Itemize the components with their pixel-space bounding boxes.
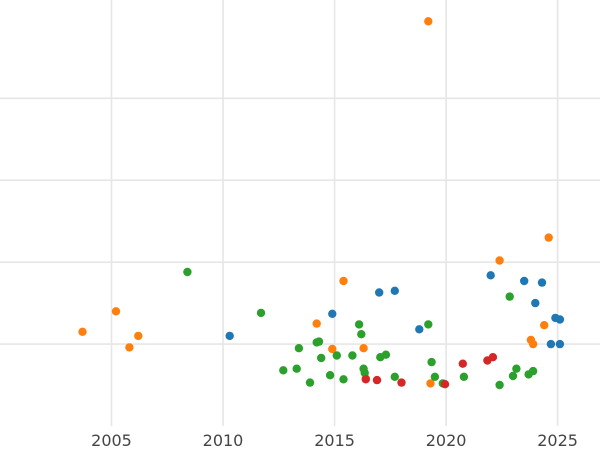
data-point [426, 379, 435, 388]
data-point [512, 364, 521, 373]
data-point [488, 353, 498, 362]
data-point [372, 375, 382, 385]
data-point [555, 339, 565, 349]
x-tick-label: 2025 [537, 431, 578, 450]
data-point [317, 353, 326, 363]
data-point [508, 371, 518, 381]
data-point [332, 351, 341, 360]
data-point [390, 286, 399, 295]
data-point [555, 315, 565, 324]
data-point [375, 288, 384, 297]
data-point [397, 378, 406, 387]
data-point [361, 375, 370, 384]
data-point [359, 344, 368, 353]
data-point [78, 327, 87, 336]
data-point [458, 359, 467, 368]
data-point [537, 278, 547, 287]
x-tick-label: 2015 [314, 431, 355, 450]
data-point [486, 271, 495, 280]
data-point [505, 292, 514, 301]
data-point [540, 321, 549, 330]
x-tick-label: 2005 [91, 431, 132, 450]
data-point [328, 309, 337, 318]
data-point [125, 343, 134, 352]
data-point [354, 320, 364, 329]
data-point [495, 256, 504, 265]
data-point [328, 344, 337, 354]
data-point [256, 308, 266, 318]
data-point [360, 368, 369, 377]
data-point [183, 267, 192, 277]
data-point [415, 325, 424, 334]
data-point [440, 380, 450, 389]
data-point [424, 17, 433, 26]
data-point [531, 298, 540, 308]
data-point [292, 364, 301, 373]
data-point [339, 375, 348, 384]
data-point [390, 372, 399, 381]
grid [0, 0, 600, 426]
data-point [279, 366, 288, 375]
data-point [424, 320, 433, 329]
data-point [305, 378, 315, 387]
data-point [528, 339, 538, 349]
data-point [357, 330, 366, 339]
data-point [381, 350, 391, 359]
data-point [544, 233, 553, 242]
data-points [78, 17, 565, 390]
data-point [348, 351, 357, 360]
data-point [520, 276, 529, 286]
data-point [546, 339, 556, 349]
x-tick-label: 2020 [426, 431, 467, 450]
data-point [134, 331, 143, 341]
x-tick-label: 2010 [203, 431, 244, 450]
data-point [111, 307, 121, 316]
x-axis-ticks: 2005 2010 2015 2020 2025 [91, 431, 578, 450]
data-point [314, 337, 324, 346]
data-point [528, 366, 538, 376]
data-point [294, 344, 304, 353]
data-point [312, 319, 321, 328]
data-point [430, 372, 440, 381]
data-point [225, 331, 234, 341]
data-point [427, 357, 436, 367]
data-point [459, 372, 469, 381]
data-point [339, 276, 348, 286]
data-point [325, 371, 335, 380]
data-point [495, 380, 504, 390]
